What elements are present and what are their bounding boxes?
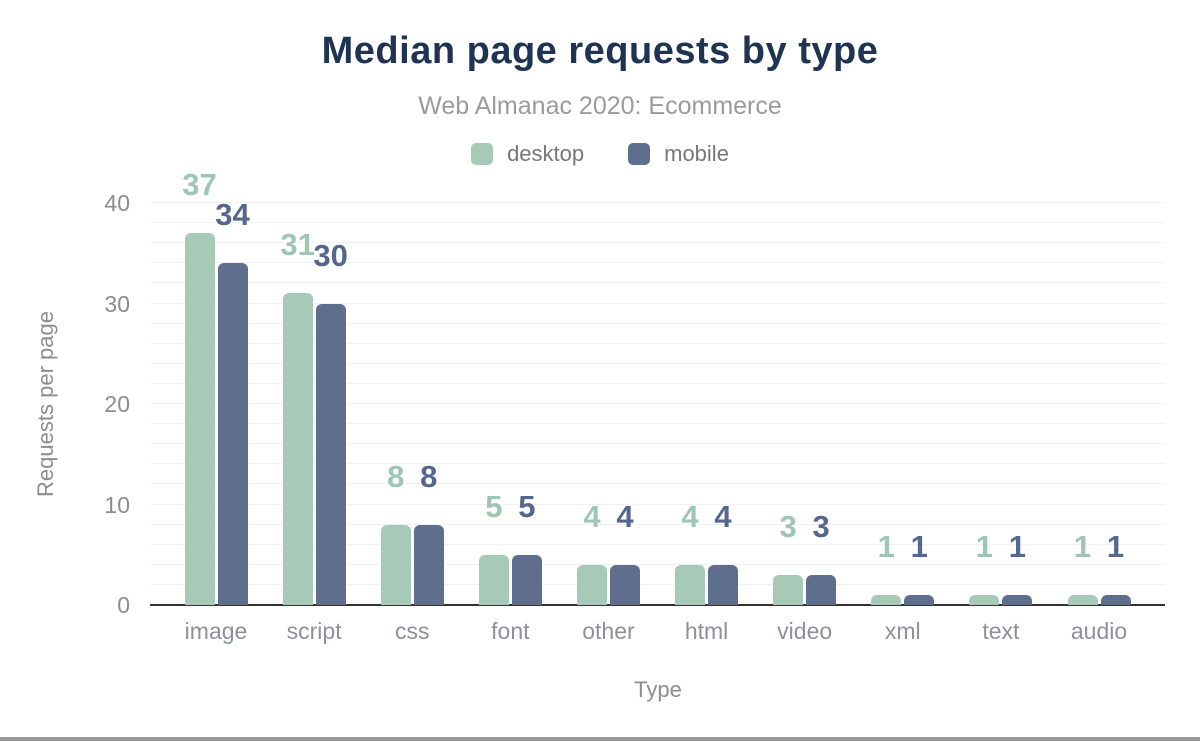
mobile-swatch-icon: [628, 143, 651, 165]
legend-item-desktop[interactable]: desktop: [471, 141, 584, 167]
gridline: [150, 222, 1165, 224]
bar-desktop-text[interactable]: [969, 594, 1000, 605]
gridline: [150, 242, 1165, 244]
bar-value-desktop-video: 3: [779, 508, 797, 544]
bar-desktop-font[interactable]: [478, 554, 509, 605]
bar-mobile-font[interactable]: [511, 554, 542, 605]
bar-desktop-css[interactable]: [380, 524, 411, 605]
bar-value-mobile-image: 34: [215, 197, 250, 233]
bar-value-mobile-css: 8: [420, 458, 438, 494]
bar-mobile-other[interactable]: [609, 564, 640, 605]
category-label-text: text: [982, 618, 1020, 644]
bar-desktop-audio[interactable]: [1067, 594, 1098, 605]
legend: desktop mobile: [0, 141, 1200, 167]
plot-area: 0 10 20 30 40 37 34 image 31 30 script 8 8 css 5 5 font 4…: [104, 169, 1165, 644]
bar-value-desktop-text: 1: [975, 528, 993, 564]
gridline: [150, 523, 1165, 525]
gridline: [150, 563, 1165, 565]
bar-value-mobile-font: 5: [518, 488, 536, 524]
footer-divider: [0, 737, 1200, 741]
bar-desktop-other[interactable]: [576, 564, 607, 605]
category-label-video: video: [777, 618, 833, 644]
legend-label-desktop: desktop: [507, 141, 585, 166]
gridline: [150, 362, 1165, 364]
bar-mobile-audio[interactable]: [1100, 594, 1131, 605]
legend-item-mobile[interactable]: mobile: [628, 141, 729, 167]
bar-value-desktop-css: 8: [387, 458, 405, 494]
gridline: [150, 382, 1165, 384]
y-tick-label: 10: [104, 491, 130, 518]
y-tick-label: 0: [117, 592, 130, 618]
category-label-css: css: [394, 618, 430, 644]
chart-subtitle: Web Almanac 2020: Ecommerce: [418, 92, 782, 120]
gridline: [150, 262, 1165, 264]
bar-desktop-html[interactable]: [675, 564, 706, 605]
bar-mobile-script[interactable]: [315, 303, 346, 605]
gridline: [150, 202, 1165, 203]
bar-mobile-xml[interactable]: [904, 594, 935, 605]
bar-value-mobile-text: 1: [1008, 528, 1026, 564]
chart-title: Median page requests by type: [321, 30, 879, 72]
bar-value-mobile-video: 3: [812, 508, 830, 544]
gridline: [150, 483, 1165, 485]
bar-value-mobile-xml: 1: [910, 528, 928, 564]
bar-value-desktop-script: 31: [280, 227, 315, 263]
y-tick-label: 30: [104, 290, 130, 317]
gridline: [150, 282, 1165, 284]
category-label-audio: audio: [1070, 618, 1128, 644]
category-label-xml: xml: [884, 618, 921, 644]
gridline: [150, 543, 1165, 545]
category-label-font: font: [491, 618, 530, 644]
gridline: [150, 583, 1165, 585]
bar-value-desktop-audio: 1: [1073, 528, 1092, 564]
bar-desktop-script[interactable]: [282, 293, 313, 605]
bar-value-desktop-other: 4: [583, 498, 601, 534]
gridline: [150, 322, 1165, 324]
bar-desktop-image[interactable]: [184, 233, 215, 605]
bar-mobile-video[interactable]: [806, 574, 837, 605]
bar-value-desktop-html: 4: [681, 498, 699, 534]
y-tick-label: 20: [104, 391, 130, 417]
bar-value-desktop-font: 5: [485, 488, 503, 524]
bar-mobile-image[interactable]: [217, 263, 248, 605]
bar-desktop-xml[interactable]: [871, 594, 902, 605]
category-label-script: script: [286, 618, 342, 644]
gridline: [150, 503, 1165, 505]
gridline: [150, 302, 1165, 304]
gridline: [150, 463, 1165, 465]
gridline: [150, 423, 1165, 425]
bar-value-mobile-audio: 1: [1106, 528, 1125, 564]
bar-value-desktop-image: 37: [182, 167, 217, 203]
gridline: [150, 342, 1165, 344]
x-axis-line: [150, 604, 1165, 606]
bar-value-mobile-html: 4: [714, 498, 732, 534]
gridline: [150, 443, 1165, 445]
category-label-html: html: [684, 618, 729, 644]
bar-value-mobile-script: 30: [313, 237, 348, 273]
legend-label-mobile: mobile: [664, 141, 729, 166]
bar-value-desktop-xml: 1: [877, 528, 895, 564]
bar-desktop-video[interactable]: [773, 574, 804, 605]
x-axis-title: Type: [634, 677, 682, 702]
bar-value-mobile-other: 4: [616, 498, 634, 534]
gridline: [150, 403, 1165, 404]
category-label-image: image: [184, 618, 248, 644]
bar-mobile-css[interactable]: [413, 524, 444, 605]
y-axis-title: Requests per page: [33, 311, 58, 497]
bar-mobile-text[interactable]: [1002, 594, 1033, 605]
y-tick-label: 40: [104, 190, 130, 216]
desktop-swatch-icon: [471, 143, 494, 165]
bar-mobile-html[interactable]: [708, 564, 739, 605]
category-label-other: other: [582, 618, 635, 644]
